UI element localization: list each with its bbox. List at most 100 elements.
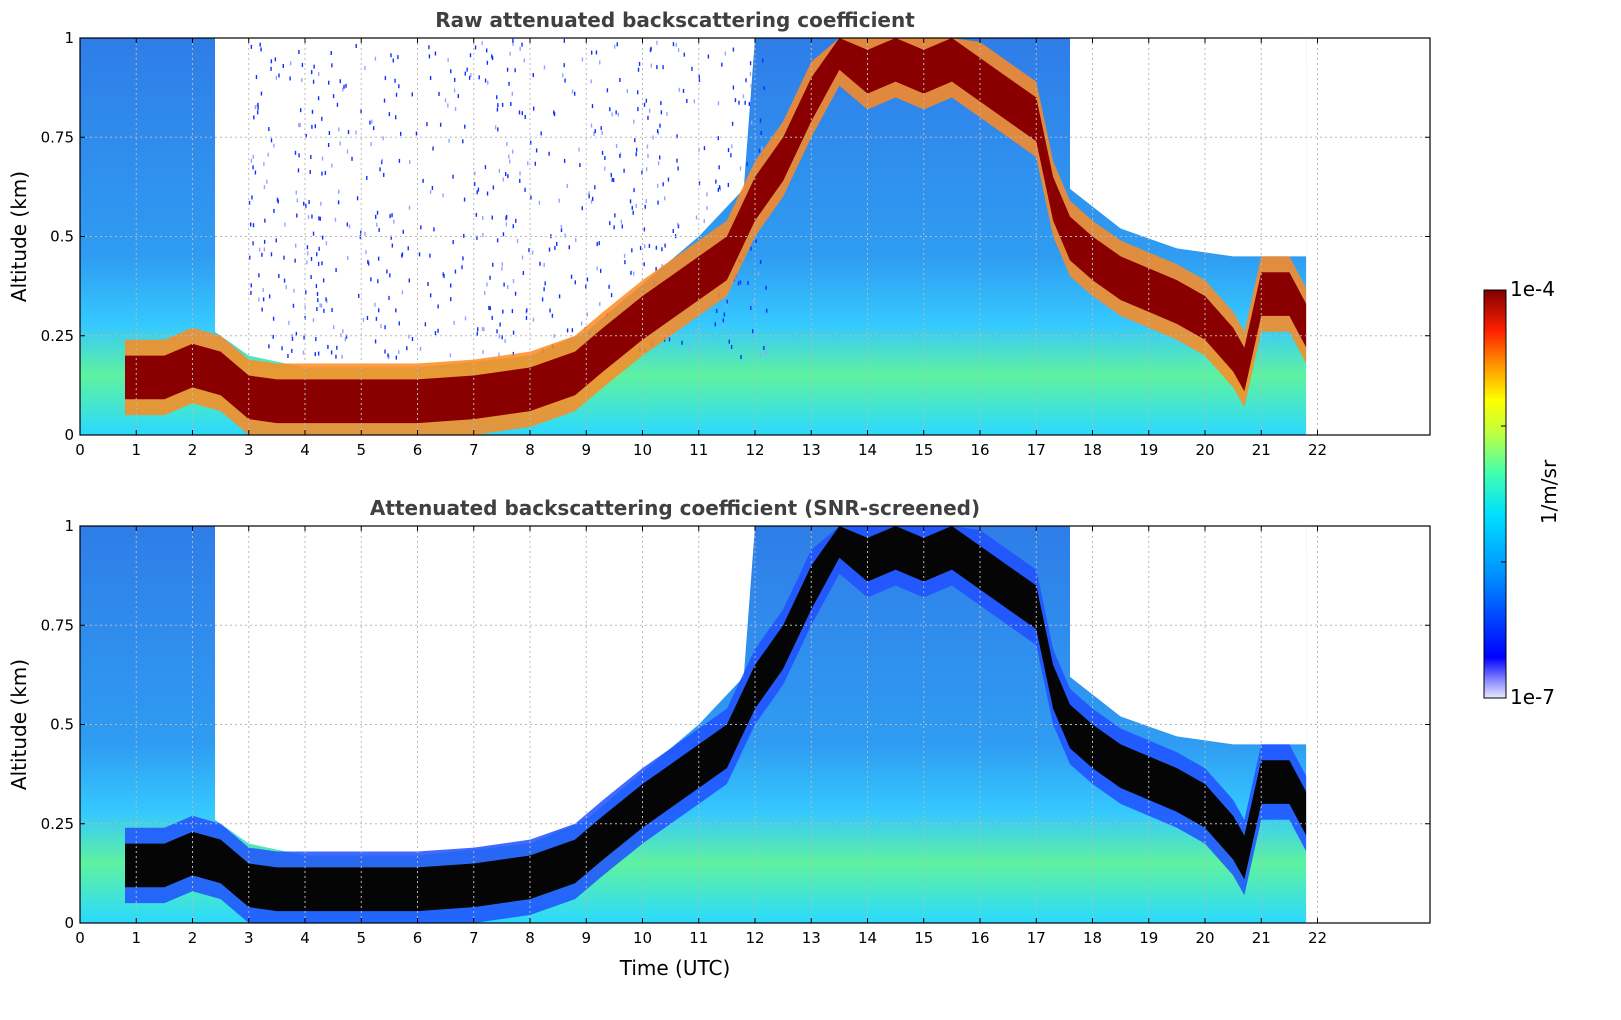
x-tick-label: 10 xyxy=(633,929,652,947)
noise-speck xyxy=(612,178,615,183)
x-tick-label: 14 xyxy=(858,441,877,459)
noise-speck xyxy=(518,110,521,115)
noise-speck xyxy=(707,54,710,59)
noise-speck xyxy=(750,246,752,251)
noise-speck xyxy=(341,354,343,359)
noise-speck xyxy=(738,100,740,105)
noise-speck xyxy=(449,353,452,358)
noise-speck xyxy=(375,316,378,321)
noise-speck xyxy=(564,233,566,238)
noise-speck xyxy=(505,214,508,219)
chart-title-0: Raw attenuated backscattering coefficien… xyxy=(435,8,915,32)
x-axis-label: Time (UTC) xyxy=(619,956,731,980)
noise-speck xyxy=(530,140,532,145)
noise-speck xyxy=(298,122,300,127)
noise-speck xyxy=(375,214,377,219)
noise-speck xyxy=(615,143,618,148)
noise-speck xyxy=(342,329,344,334)
x-tick-label: 10 xyxy=(633,441,652,459)
noise-speck xyxy=(481,326,484,331)
noise-speck xyxy=(291,333,294,338)
noise-speck xyxy=(317,298,319,303)
noise-speck xyxy=(731,144,733,149)
noise-speck xyxy=(374,56,377,61)
noise-speck xyxy=(390,235,392,240)
noise-speck xyxy=(464,316,467,321)
noise-speck xyxy=(524,114,526,119)
noise-speck xyxy=(698,74,700,79)
noise-speck xyxy=(496,329,498,334)
chart-title-1: Attenuated backscattering coefficient (S… xyxy=(370,496,980,520)
noise-speck xyxy=(648,243,651,248)
noise-speck xyxy=(695,327,697,332)
noise-speck xyxy=(662,65,664,70)
noise-speck xyxy=(510,102,512,107)
noise-speck xyxy=(275,75,278,80)
noise-speck xyxy=(548,151,550,156)
noise-speck xyxy=(610,172,612,177)
noise-speck xyxy=(302,350,305,355)
noise-speck xyxy=(408,278,411,283)
noise-speck xyxy=(261,252,263,257)
x-tick-label: 16 xyxy=(970,441,989,459)
noise-speck xyxy=(462,256,464,261)
noise-speck xyxy=(488,305,490,310)
noise-speck xyxy=(366,315,369,320)
noise-speck xyxy=(295,190,297,195)
noise-speck xyxy=(378,227,380,232)
noise-speck xyxy=(429,253,431,258)
noise-speck xyxy=(288,320,290,325)
noise-speck xyxy=(524,187,526,192)
noise-speck xyxy=(661,264,663,269)
noise-speck xyxy=(355,130,357,135)
noise-speck xyxy=(295,331,298,336)
noise-speck xyxy=(434,331,437,336)
noise-speck xyxy=(657,183,659,188)
noise-speck xyxy=(714,322,717,327)
noise-speck xyxy=(722,318,725,323)
clear-air-region-evening xyxy=(1070,38,1307,257)
noise-speck xyxy=(538,200,541,205)
x-tick-label: 15 xyxy=(914,441,933,459)
noise-speck xyxy=(732,47,735,52)
noise-speck xyxy=(758,148,761,153)
noise-speck xyxy=(453,320,455,325)
noise-speck xyxy=(476,235,478,240)
noise-speck xyxy=(249,222,252,227)
noise-speck xyxy=(759,118,762,123)
noise-speck xyxy=(643,262,645,267)
noise-speck xyxy=(348,224,351,229)
noise-speck xyxy=(573,91,576,96)
noise-speck xyxy=(485,48,488,53)
noise-speck xyxy=(395,308,397,313)
noise-speck xyxy=(644,204,646,209)
noise-speck xyxy=(668,337,671,342)
strong-backscatter-layer xyxy=(125,38,1307,424)
noise-speck xyxy=(328,80,330,85)
clear-air-region xyxy=(215,38,755,368)
noise-speck xyxy=(263,162,265,167)
noise-speck xyxy=(377,256,380,261)
noise-speck xyxy=(317,71,320,76)
noise-speck xyxy=(256,110,259,115)
noise-speck xyxy=(596,242,598,247)
noise-speck xyxy=(305,133,307,138)
noise-speck xyxy=(263,239,266,244)
noise-speck xyxy=(433,227,435,232)
noise-speck xyxy=(497,127,499,132)
noise-speck xyxy=(703,219,705,224)
noise-speck xyxy=(747,280,749,285)
noise-speck xyxy=(307,215,310,220)
noise-speck xyxy=(411,337,414,342)
noise-speck xyxy=(631,248,633,253)
noise-speck xyxy=(374,339,377,344)
noise-speck xyxy=(384,325,386,330)
noise-speck xyxy=(528,248,530,253)
noise-speck xyxy=(314,124,316,129)
noise-speck xyxy=(588,194,590,199)
noise-speck xyxy=(377,308,380,313)
noise-speck xyxy=(496,238,499,243)
x-tick-label: 18 xyxy=(1083,929,1102,947)
noise-speck xyxy=(477,187,480,192)
noise-speck xyxy=(681,340,683,345)
